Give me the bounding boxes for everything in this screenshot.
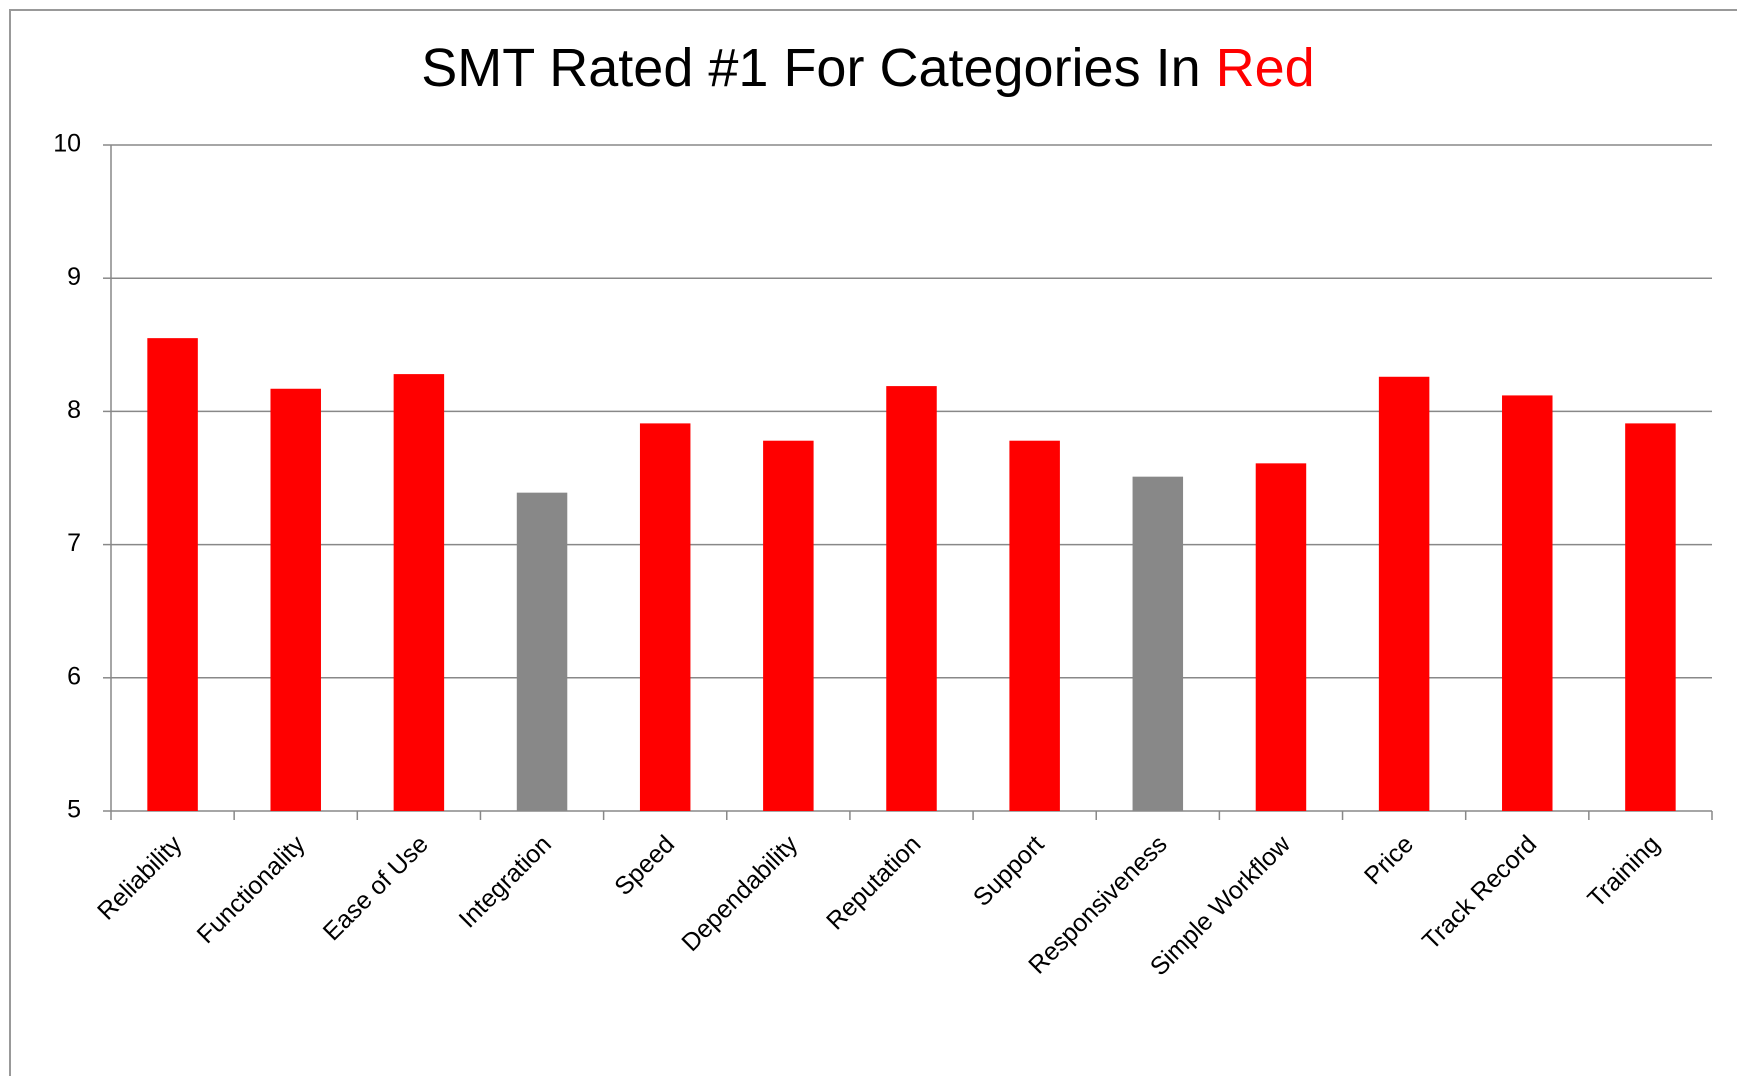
y-tick-label: 9 xyxy=(67,263,81,291)
bar xyxy=(763,440,814,811)
bar xyxy=(886,386,937,811)
bar xyxy=(147,338,198,811)
y-tick-label: 10 xyxy=(53,130,81,158)
bar xyxy=(1378,376,1430,811)
bar xyxy=(516,492,568,811)
bar xyxy=(1625,423,1676,811)
y-tick-label: 5 xyxy=(67,796,81,824)
bar xyxy=(1009,440,1060,811)
y-tick-label: 8 xyxy=(67,396,81,424)
bar xyxy=(1255,463,1307,811)
y-tick-label: 6 xyxy=(67,662,81,690)
chart-border xyxy=(9,9,1737,1076)
y-tick-label: 7 xyxy=(67,529,81,557)
bar xyxy=(270,388,321,811)
title-part: SMT Rated #1 For Categories In xyxy=(421,38,1200,98)
bar xyxy=(1132,476,1184,811)
bar xyxy=(639,423,691,811)
bar xyxy=(393,374,445,811)
chart-title: SMT Rated #1 For Categories In Red xyxy=(421,38,1314,98)
title-part: Red xyxy=(1216,38,1315,98)
bar xyxy=(1502,395,1553,811)
